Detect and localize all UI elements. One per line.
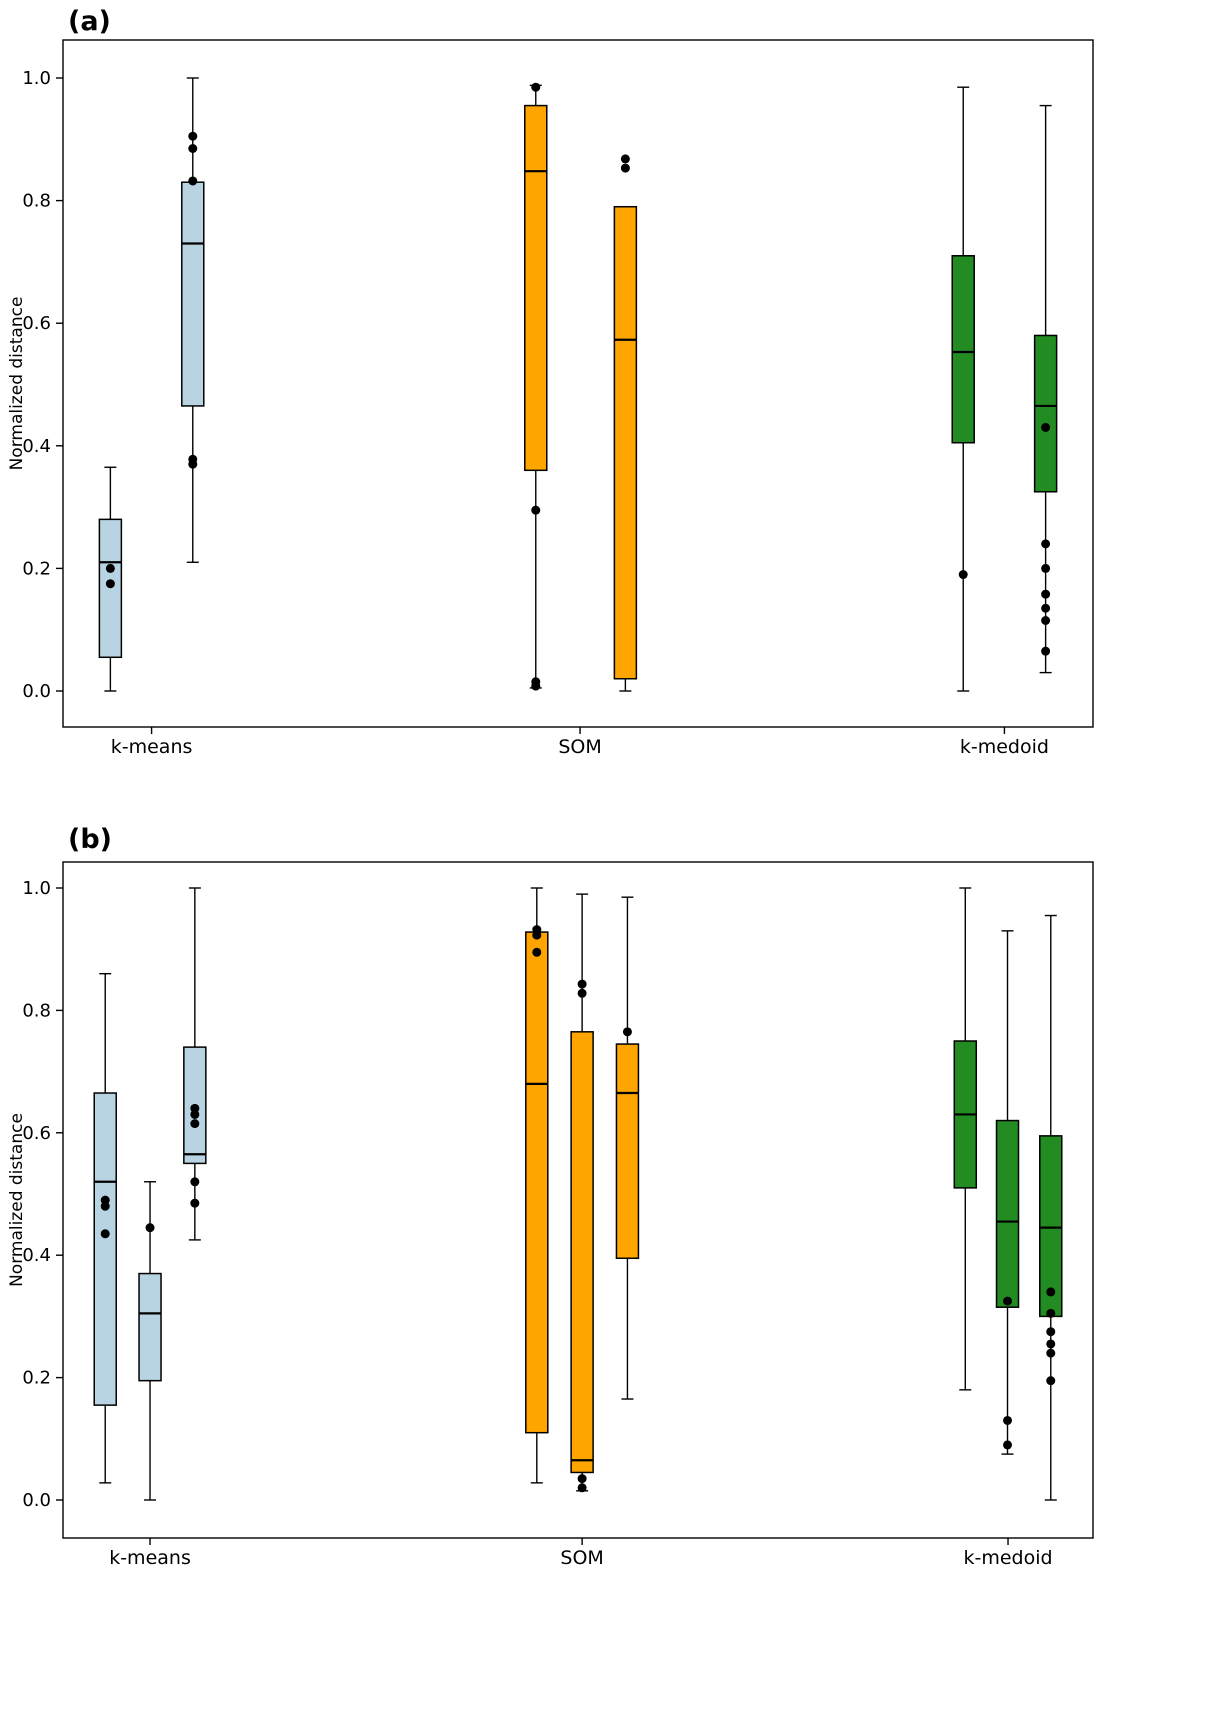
panel-label: (b) (68, 824, 112, 855)
boxplot-SOM (615, 896, 640, 1400)
outlier-point (531, 677, 541, 687)
outlier-point (1041, 563, 1051, 573)
outlier-point (577, 988, 587, 998)
iqr-box (93, 1092, 117, 1406)
boxplot-SOM (524, 82, 548, 691)
outlier-point (577, 1474, 587, 1484)
outlier-point (1041, 646, 1051, 656)
outlier-point (1046, 1308, 1056, 1318)
outlier-point (145, 1223, 155, 1233)
x-tick-label: k-means (111, 736, 193, 758)
boxplot-k-medoid (995, 930, 1020, 1455)
y-tick-label: 0.8 (22, 1000, 51, 1021)
x-tick-label: k-medoid (963, 1547, 1052, 1569)
outlier-point (1046, 1348, 1056, 1358)
outlier-point (100, 1195, 110, 1205)
outlier-point (577, 979, 587, 989)
boxplot-k-means (138, 1181, 162, 1501)
outlier-point (1046, 1327, 1056, 1337)
x-tick-label: k-medoid (960, 736, 1049, 758)
boxplot-k-means (181, 77, 205, 563)
iqr-box (138, 1272, 162, 1382)
outlier-point (1046, 1339, 1056, 1349)
y-tick-label: 1.0 (22, 878, 51, 899)
outlier-point (105, 563, 115, 573)
outlier-point (1003, 1296, 1013, 1306)
y-tick-label: 0.4 (22, 436, 51, 457)
outlier-point (620, 154, 630, 164)
y-tick-label: 0.0 (22, 1490, 51, 1511)
y-tick-label: 0.0 (22, 681, 51, 702)
outlier-point (531, 82, 541, 92)
outlier-point (188, 143, 198, 153)
outlier-point (100, 1229, 110, 1239)
iqr-box (613, 205, 638, 680)
iqr-box (98, 518, 123, 659)
y-tick-label: 0.2 (22, 558, 51, 579)
outlier-point (1041, 422, 1051, 432)
outlier-point (190, 1119, 200, 1129)
iqr-box (615, 1043, 640, 1260)
outlier-point (958, 570, 968, 580)
plot-border (62, 39, 1094, 728)
outlier-point (620, 163, 630, 173)
y-tick-label: 1.0 (22, 68, 51, 89)
iqr-box (570, 1031, 594, 1474)
outlier-point (190, 1198, 200, 1208)
boxplot-SOM (613, 154, 638, 692)
outlier-point (190, 1103, 200, 1113)
x-tick-label: SOM (560, 1547, 603, 1569)
outlier-point (532, 925, 542, 935)
panel-label: (a) (68, 6, 111, 37)
y-axis-label: Normalized distance (7, 297, 27, 471)
outlier-point (1041, 539, 1051, 549)
y-tick-label: 0.6 (22, 313, 51, 334)
boxplot-k-medoid (953, 887, 978, 1391)
iqr-box (181, 181, 205, 407)
x-tick-label: k-means (109, 1547, 191, 1569)
outlier-point (188, 131, 198, 141)
iqr-box (525, 931, 549, 1434)
outlier-point (1041, 603, 1051, 613)
panel-a: (a) 0.0 0.2 0.4 0.6 0.8 1.0 Normalized distance… (7, 6, 1094, 758)
iqr-box (524, 104, 548, 472)
boxplot-k-means (183, 887, 207, 1241)
outlier-point (188, 454, 198, 464)
boxplot-SOM (570, 893, 594, 1493)
boxplot-k-medoid (1039, 914, 1063, 1501)
iqr-box (1033, 334, 1058, 493)
y-tick-label: 0.6 (22, 1123, 51, 1144)
y-tick-label: 0.8 (22, 191, 51, 212)
outlier-point (531, 505, 541, 515)
outlier-point (1041, 589, 1051, 599)
outlier-point (532, 947, 542, 957)
iqr-box (951, 255, 975, 444)
y-axis-label: Normalized distance (7, 1113, 27, 1287)
y-tick-label: 0.4 (22, 1245, 51, 1266)
boxplot-k-means (98, 466, 123, 692)
panel-b: (b) 0.0 0.2 0.4 0.6 0.8 1.0 Normalized distance… (7, 824, 1094, 1569)
outlier-point (1041, 616, 1051, 626)
boxplot-k-medoid (951, 86, 975, 692)
outlier-point (1046, 1287, 1056, 1297)
x-tick-label: SOM (558, 736, 601, 758)
outlier-point (190, 1177, 200, 1187)
outlier-point (1003, 1415, 1013, 1425)
iqr-box (995, 1119, 1020, 1308)
outlier-point (1003, 1440, 1013, 1450)
outlier-point (577, 1483, 587, 1493)
boxplot-k-medoid (1033, 104, 1058, 674)
y-tick-label: 0.2 (22, 1368, 51, 1389)
boxplot-k-means (93, 972, 117, 1484)
outlier-point (105, 579, 115, 589)
boxplot-SOM (525, 887, 549, 1484)
plot-border (62, 861, 1094, 1539)
outlier-point (622, 1027, 632, 1037)
outlier-point (1046, 1376, 1056, 1386)
outlier-point (188, 176, 198, 186)
